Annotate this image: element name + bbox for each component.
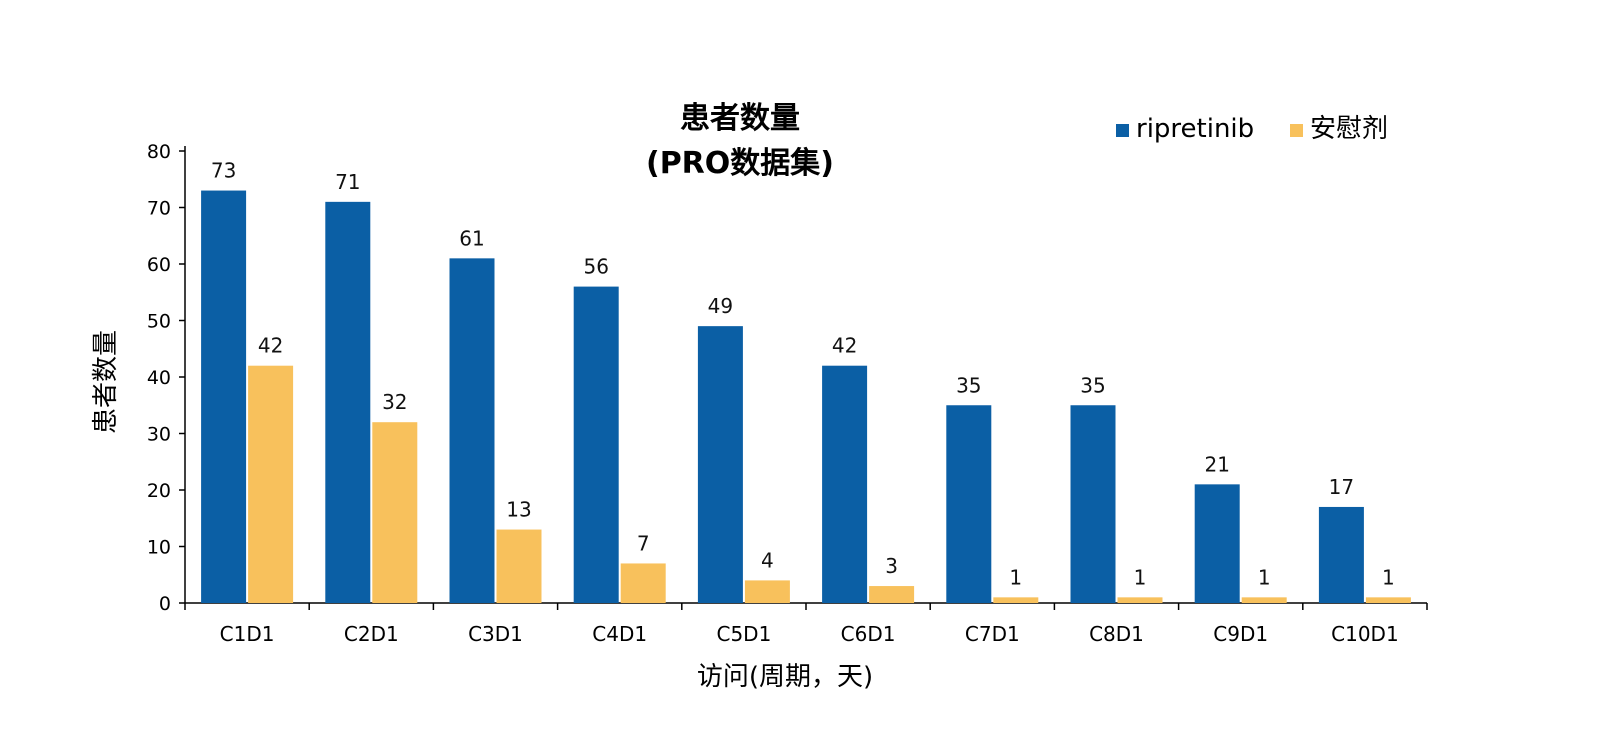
- y-tick-label: 60: [147, 254, 171, 276]
- y-tick-label: 50: [147, 311, 171, 333]
- y-tick-label: 30: [147, 424, 171, 446]
- legend-label-ripretinib: ripretinib: [1136, 114, 1254, 144]
- legend-swatch-placebo: [1290, 124, 1303, 137]
- x-tick-label: C5D1: [716, 622, 771, 646]
- data-label: 73: [211, 159, 236, 183]
- data-label: 1: [1382, 565, 1395, 589]
- data-label: 49: [708, 294, 733, 318]
- data-label: 13: [506, 498, 531, 522]
- x-tick-label: C6D1: [841, 622, 896, 646]
- y-tick-label: 40: [147, 367, 171, 389]
- x-ticks: C1D1 C2D1 C3D1 C4D1 C5D1 C6D1 C7D1 C8D1 C9D1 C10D…: [184, 603, 1428, 646]
- bar-placebo: [1365, 597, 1411, 603]
- bar-ripretinib: [822, 365, 868, 603]
- y-tick-label: 10: [147, 537, 171, 559]
- bar-placebo: [993, 597, 1039, 603]
- bar-ripretinib: [697, 326, 743, 603]
- data-label: 7: [637, 531, 650, 555]
- y-axis-title: 患者数量: [91, 330, 121, 434]
- bar-placebo: [620, 563, 666, 603]
- bar-placebo: [744, 580, 790, 603]
- data-label: 42: [258, 334, 283, 358]
- data-label: 1: [1009, 565, 1022, 589]
- data-label: 35: [1080, 373, 1105, 397]
- bar-ripretinib: [1194, 484, 1240, 603]
- chart-title-line-1: 患者数量: [680, 101, 800, 136]
- data-label: 61: [459, 226, 484, 250]
- data-label: 4: [761, 548, 774, 572]
- x-tick-label: C2D1: [344, 622, 399, 646]
- data-label: 56: [583, 255, 608, 279]
- data-label: 17: [1329, 475, 1354, 499]
- bar-ripretinib: [946, 405, 992, 603]
- chart-title-line-2: (PRO数据集): [646, 146, 834, 181]
- bar-placebo: [372, 422, 418, 603]
- data-label: 3: [885, 554, 898, 578]
- bar-ripretinib: [1318, 506, 1364, 603]
- bar-ripretinib: [325, 201, 371, 603]
- bar-placebo: [1241, 597, 1287, 603]
- bar-ripretinib: [449, 258, 495, 603]
- data-label: 1: [1134, 565, 1147, 589]
- x-tick-label: C9D1: [1213, 622, 1268, 646]
- x-tick-label: C3D1: [468, 622, 523, 646]
- data-label: 32: [382, 390, 407, 414]
- legend-label-placebo: 安慰剂: [1310, 114, 1388, 144]
- legend: ripretinib 安慰剂: [1116, 114, 1388, 144]
- x-tick-label: C1D1: [220, 622, 275, 646]
- data-label: 1: [1258, 565, 1271, 589]
- x-axis-title: 访问(周期，天): [697, 662, 873, 692]
- y-tick-label: 20: [147, 480, 171, 502]
- bar-ripretinib: [573, 286, 619, 603]
- data-label: 35: [956, 373, 981, 397]
- bar-placebo: [496, 529, 542, 603]
- y-tick-label: 0: [159, 593, 171, 615]
- bar-placebo: [248, 365, 294, 603]
- y-tick-label: 70: [147, 198, 171, 220]
- bars: [201, 190, 1411, 604]
- y-tick-label: 80: [147, 141, 171, 163]
- x-tick-label: C10D1: [1331, 622, 1399, 646]
- bar-placebo: [1117, 597, 1163, 603]
- bar-placebo: [869, 586, 915, 603]
- x-tick-label: C7D1: [965, 622, 1020, 646]
- data-label: 71: [335, 170, 360, 194]
- bar-ripretinib: [1070, 405, 1116, 603]
- x-tick-label: C8D1: [1089, 622, 1144, 646]
- data-label: 21: [1204, 452, 1229, 476]
- data-labels: 73 71 61 56 49 42 35 35 21 17 42 32 13 7 4 3 1 1 1 1: [211, 159, 1395, 590]
- y-ticks: 0 10 20 30 40 50 60 70 80: [147, 141, 185, 615]
- bar-ripretinib: [201, 190, 247, 604]
- data-label: 42: [832, 334, 857, 358]
- legend-swatch-ripretinib: [1116, 124, 1129, 137]
- x-tick-label: C4D1: [592, 622, 647, 646]
